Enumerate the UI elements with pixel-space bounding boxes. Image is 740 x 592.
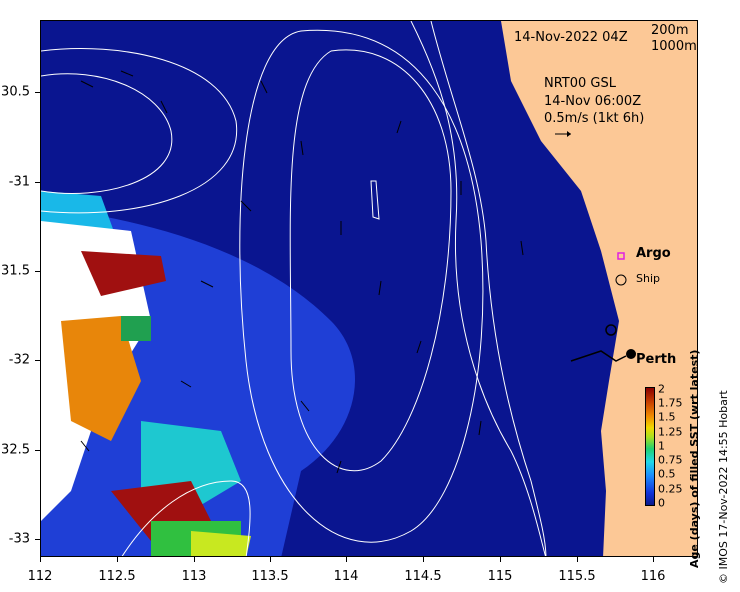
x-tick-mark <box>500 557 501 562</box>
green-patch <box>121 316 151 341</box>
ship-legend-label: Ship <box>636 272 660 285</box>
x-tick-mark <box>653 557 654 562</box>
y-tick-label: -33 <box>8 531 30 547</box>
y-tick-label: 30.5 <box>1 84 30 100</box>
y-tick-label: 31.5 <box>1 263 30 279</box>
x-tick-label: 112.5 <box>98 569 136 584</box>
x-tick-label: 114.5 <box>404 569 442 584</box>
perth-label: Perth <box>636 352 677 367</box>
x-tick-mark <box>577 557 578 562</box>
red-patch-north <box>81 251 166 296</box>
vector-scale-label: 0.5m/s (1kt 6h) <box>544 111 645 126</box>
sst-age-map <box>40 20 698 557</box>
x-tick-mark <box>40 557 41 562</box>
x-tick-mark <box>194 557 195 562</box>
ship-track <box>570 350 627 362</box>
y-tick-mark <box>35 92 40 93</box>
colorbar-tick: 1.25 <box>658 425 683 439</box>
x-tick-mark <box>270 557 271 562</box>
x-tick-label: 114 <box>333 569 359 584</box>
timestamp-label: 14-Nov-2022 04Z <box>514 30 628 45</box>
y-tick-mark <box>35 360 40 361</box>
map-canvas <box>41 21 697 556</box>
y-tick-label: -32 <box>8 352 30 368</box>
colorbar <box>645 387 655 506</box>
y-tick-mark <box>35 271 40 272</box>
yellow-patch <box>191 531 251 556</box>
colorbar-tick: 0 <box>658 496 665 510</box>
credit-label: © IMOS 17-Nov-2022 14:55 Hobart <box>717 390 730 584</box>
colorbar-title: Age (days) of filled SST (wrt latest) <box>688 349 701 568</box>
colorbar-tick: 0.5 <box>658 467 676 481</box>
scale-arrow-head <box>567 131 571 137</box>
x-tick-mark <box>346 557 347 562</box>
colorbar-tick: 1.5 <box>658 410 676 424</box>
product-label: NRT00 GSL <box>544 76 616 91</box>
orange-patch <box>61 316 141 441</box>
ship-marker <box>605 324 617 336</box>
depth-label-1000: 1000m <box>651 39 697 54</box>
colorbar-tick: 0.25 <box>658 482 683 496</box>
y-tick-mark <box>35 182 40 183</box>
x-tick-label: 115.5 <box>558 569 596 584</box>
x-tick-label: 112 <box>27 569 53 584</box>
perth-marker <box>626 349 636 359</box>
ship-legend-marker <box>615 274 627 286</box>
product-time-label: 14-Nov 06:00Z <box>544 94 642 109</box>
argo-legend-marker <box>617 252 625 260</box>
x-tick-label: 113.5 <box>251 569 289 584</box>
y-tick-mark <box>35 539 40 540</box>
argo-legend-label: Argo <box>636 246 671 261</box>
colorbar-tick: 0.75 <box>658 453 683 467</box>
x-tick-mark <box>117 557 118 562</box>
x-tick-label: 113 <box>181 569 207 584</box>
depth-label-200: 200m <box>651 23 689 38</box>
y-tick-mark <box>35 450 40 451</box>
x-tick-label: 115 <box>487 569 513 584</box>
colorbar-tick: 1 <box>658 439 665 453</box>
colorbar-tick: 2 <box>658 382 665 396</box>
x-tick-mark <box>423 557 424 562</box>
y-tick-label: -31 <box>8 174 30 190</box>
contour-lines <box>41 21 547 556</box>
x-tick-label: 116 <box>640 569 666 584</box>
y-tick-label: 32.5 <box>1 442 30 458</box>
colorbar-tick: 1.75 <box>658 396 683 410</box>
current-vectors <box>80 70 524 474</box>
